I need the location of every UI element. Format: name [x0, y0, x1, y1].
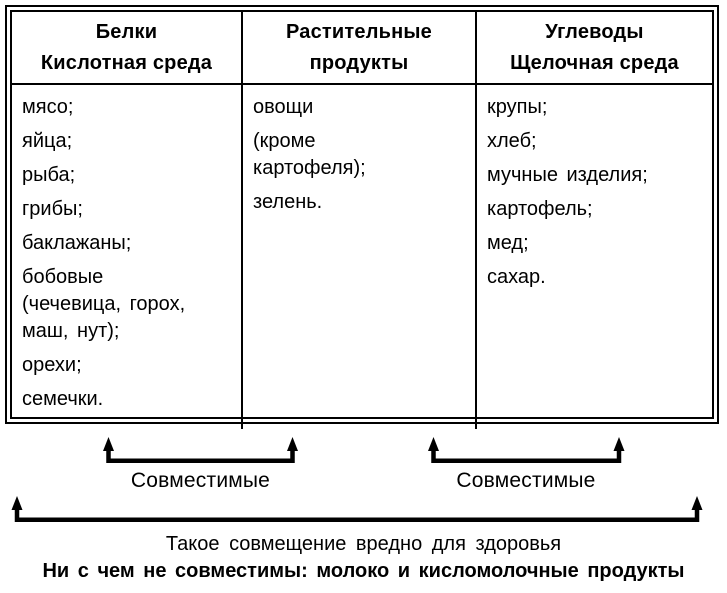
food-table: Белки Кислотная среда Растительные проду…: [5, 5, 719, 429]
food-item: рыба;: [22, 164, 76, 186]
food-item: крупы;: [487, 96, 548, 118]
arrow-up-icon: [287, 437, 298, 451]
food-item: картофель;: [487, 198, 593, 220]
compatible-bracket-right: [428, 437, 625, 463]
arrow-up-icon: [103, 437, 114, 451]
bracket-line: [106, 446, 295, 463]
food-item: зелень.: [253, 191, 323, 213]
arrow-up-icon: [613, 437, 625, 451]
header-plant-products: Растительные продукты: [243, 12, 477, 85]
food-item: орехи;: [22, 354, 82, 376]
incompatible-bracket: [11, 496, 703, 522]
header-proteins-acidic: Белки Кислотная среда: [12, 12, 243, 85]
column-carbohydrates-items: крупы; хлеб; мучные изделия; картофель; …: [477, 85, 712, 429]
compatible-label-left: Совместимые: [130, 469, 271, 492]
food-item: мучные изделия;: [487, 164, 648, 186]
arrow-up-icon: [428, 437, 439, 451]
compatible-bracket-left: [103, 437, 298, 463]
arrow-up-icon: [691, 496, 703, 510]
bracket-line: [14, 505, 700, 522]
food-item: мед;: [487, 232, 529, 254]
food-item: семечки.: [22, 388, 104, 410]
compatible-label-right: Совместимые: [456, 469, 596, 492]
food-item: хлеб;: [487, 130, 537, 152]
column-proteins-items: мясо; яйца; рыба; грибы; баклажаны; бобо…: [12, 85, 243, 429]
food-item: яйца;: [22, 130, 73, 152]
header-carbohydrates-alkaline: Углеводы Щелочная среда: [477, 12, 712, 85]
food-item: (кроме картофеля);: [253, 130, 366, 179]
harmful-note: Такое совмещение вредно для здоровья: [165, 533, 562, 555]
food-table-grid: Белки Кислотная среда Растительные проду…: [10, 10, 714, 429]
food-item: баклажаны;: [22, 232, 132, 254]
food-item: сахар.: [487, 266, 546, 288]
bracket-line: [431, 446, 622, 463]
arrow-up-icon: [11, 496, 23, 510]
food-item: грибы;: [22, 198, 83, 220]
food-item: овощи: [253, 96, 314, 118]
food-item: мясо;: [22, 96, 74, 118]
food-item: бобовые (чечевица, горох, маш, нут);: [22, 266, 186, 342]
column-plant-items: овощи (кроме картофеля); зелень.: [243, 85, 477, 429]
incompatible-note: Ни с чем не совместимы: молоко и кисломо…: [42, 560, 685, 582]
